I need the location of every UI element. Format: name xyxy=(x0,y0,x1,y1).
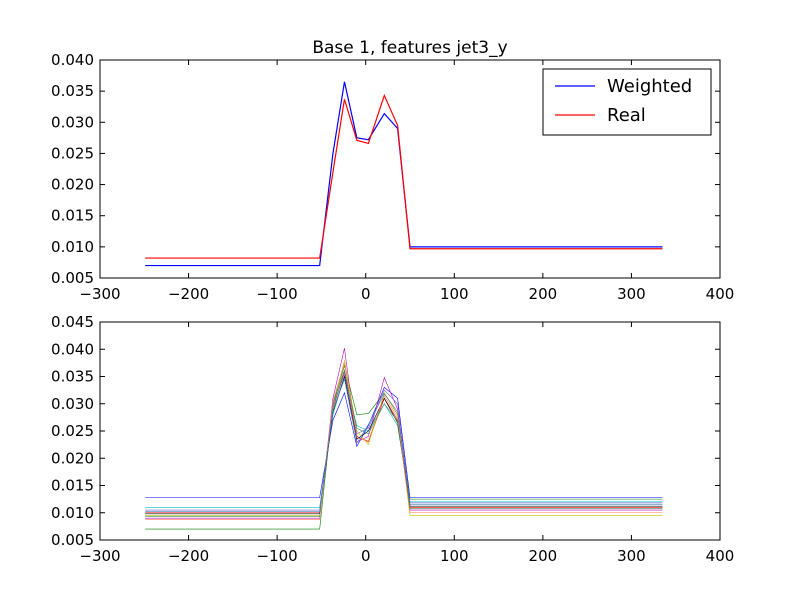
x-tick-label: 400 xyxy=(706,285,735,303)
series-line-real xyxy=(145,93,663,259)
series-line-10 xyxy=(145,378,663,512)
x-tick-label: −300 xyxy=(79,547,120,565)
x-tick-label: 0 xyxy=(361,285,371,303)
series-line-5 xyxy=(145,360,663,516)
y-tick-label: 0.030 xyxy=(51,395,94,413)
y-tick-label: 0.005 xyxy=(51,269,94,287)
legend: Weighted Real xyxy=(542,68,712,136)
bottom-chart: −300 −200 −100 0 100 200 300 400 0.005 0.010 0.015… xyxy=(51,313,734,565)
series-line-9 xyxy=(145,362,663,520)
x-tick-label: 200 xyxy=(529,285,558,303)
x-tick-label: 100 xyxy=(440,285,469,303)
y-tick-label: 0.005 xyxy=(51,531,94,549)
y-tick-label: 0.035 xyxy=(51,82,94,100)
x-tick-label: 200 xyxy=(529,547,558,565)
series-line-0 xyxy=(145,386,663,498)
y-tick-label: 0.040 xyxy=(51,51,94,69)
series-line-2 xyxy=(145,370,663,514)
y-tick-label: 0.035 xyxy=(51,368,94,386)
y-tick-label: 0.010 xyxy=(51,504,94,522)
y-tick-label: 0.030 xyxy=(51,113,94,131)
y-tick-label: 0.045 xyxy=(51,313,94,331)
series-line-7 xyxy=(145,372,663,511)
series-line-3 xyxy=(145,375,663,508)
y-tick-label: 0.025 xyxy=(51,422,94,440)
y-tick-label: 0.040 xyxy=(51,340,94,358)
x-tick-label: −100 xyxy=(257,285,298,303)
chart-title: Base 1, features jet3_y xyxy=(312,38,507,58)
x-tick-label: 300 xyxy=(617,285,646,303)
x-tick-label: 300 xyxy=(617,547,646,565)
x-tick-label: 400 xyxy=(706,547,735,565)
legend-label: Weighted xyxy=(607,76,692,97)
legend-label: Real xyxy=(607,105,646,126)
legend-box xyxy=(542,68,712,136)
y-tick-label: 0.020 xyxy=(51,449,94,467)
y-tick-label: 0.025 xyxy=(51,144,94,162)
y-tick-label: 0.015 xyxy=(51,207,94,225)
plot-frame xyxy=(99,59,721,279)
y-tick-label: 0.020 xyxy=(51,176,94,194)
series-line-4 xyxy=(145,348,663,519)
x-tick-label: 100 xyxy=(440,547,469,565)
x-tick-label: −200 xyxy=(168,285,209,303)
series-line-8 xyxy=(145,368,663,517)
x-tick-label: −100 xyxy=(257,547,298,565)
series-line-6 xyxy=(145,375,663,515)
x-tick-label: −200 xyxy=(168,547,209,565)
x-tick-label: 0 xyxy=(361,547,371,565)
y-tick-label: 0.010 xyxy=(51,238,94,256)
top-chart: −300 −200 −100 0 100 200 300 400 0.005 0.010 0.015… xyxy=(51,38,734,303)
y-tick-label: 0.015 xyxy=(51,477,94,495)
x-tick-label: −300 xyxy=(79,285,120,303)
